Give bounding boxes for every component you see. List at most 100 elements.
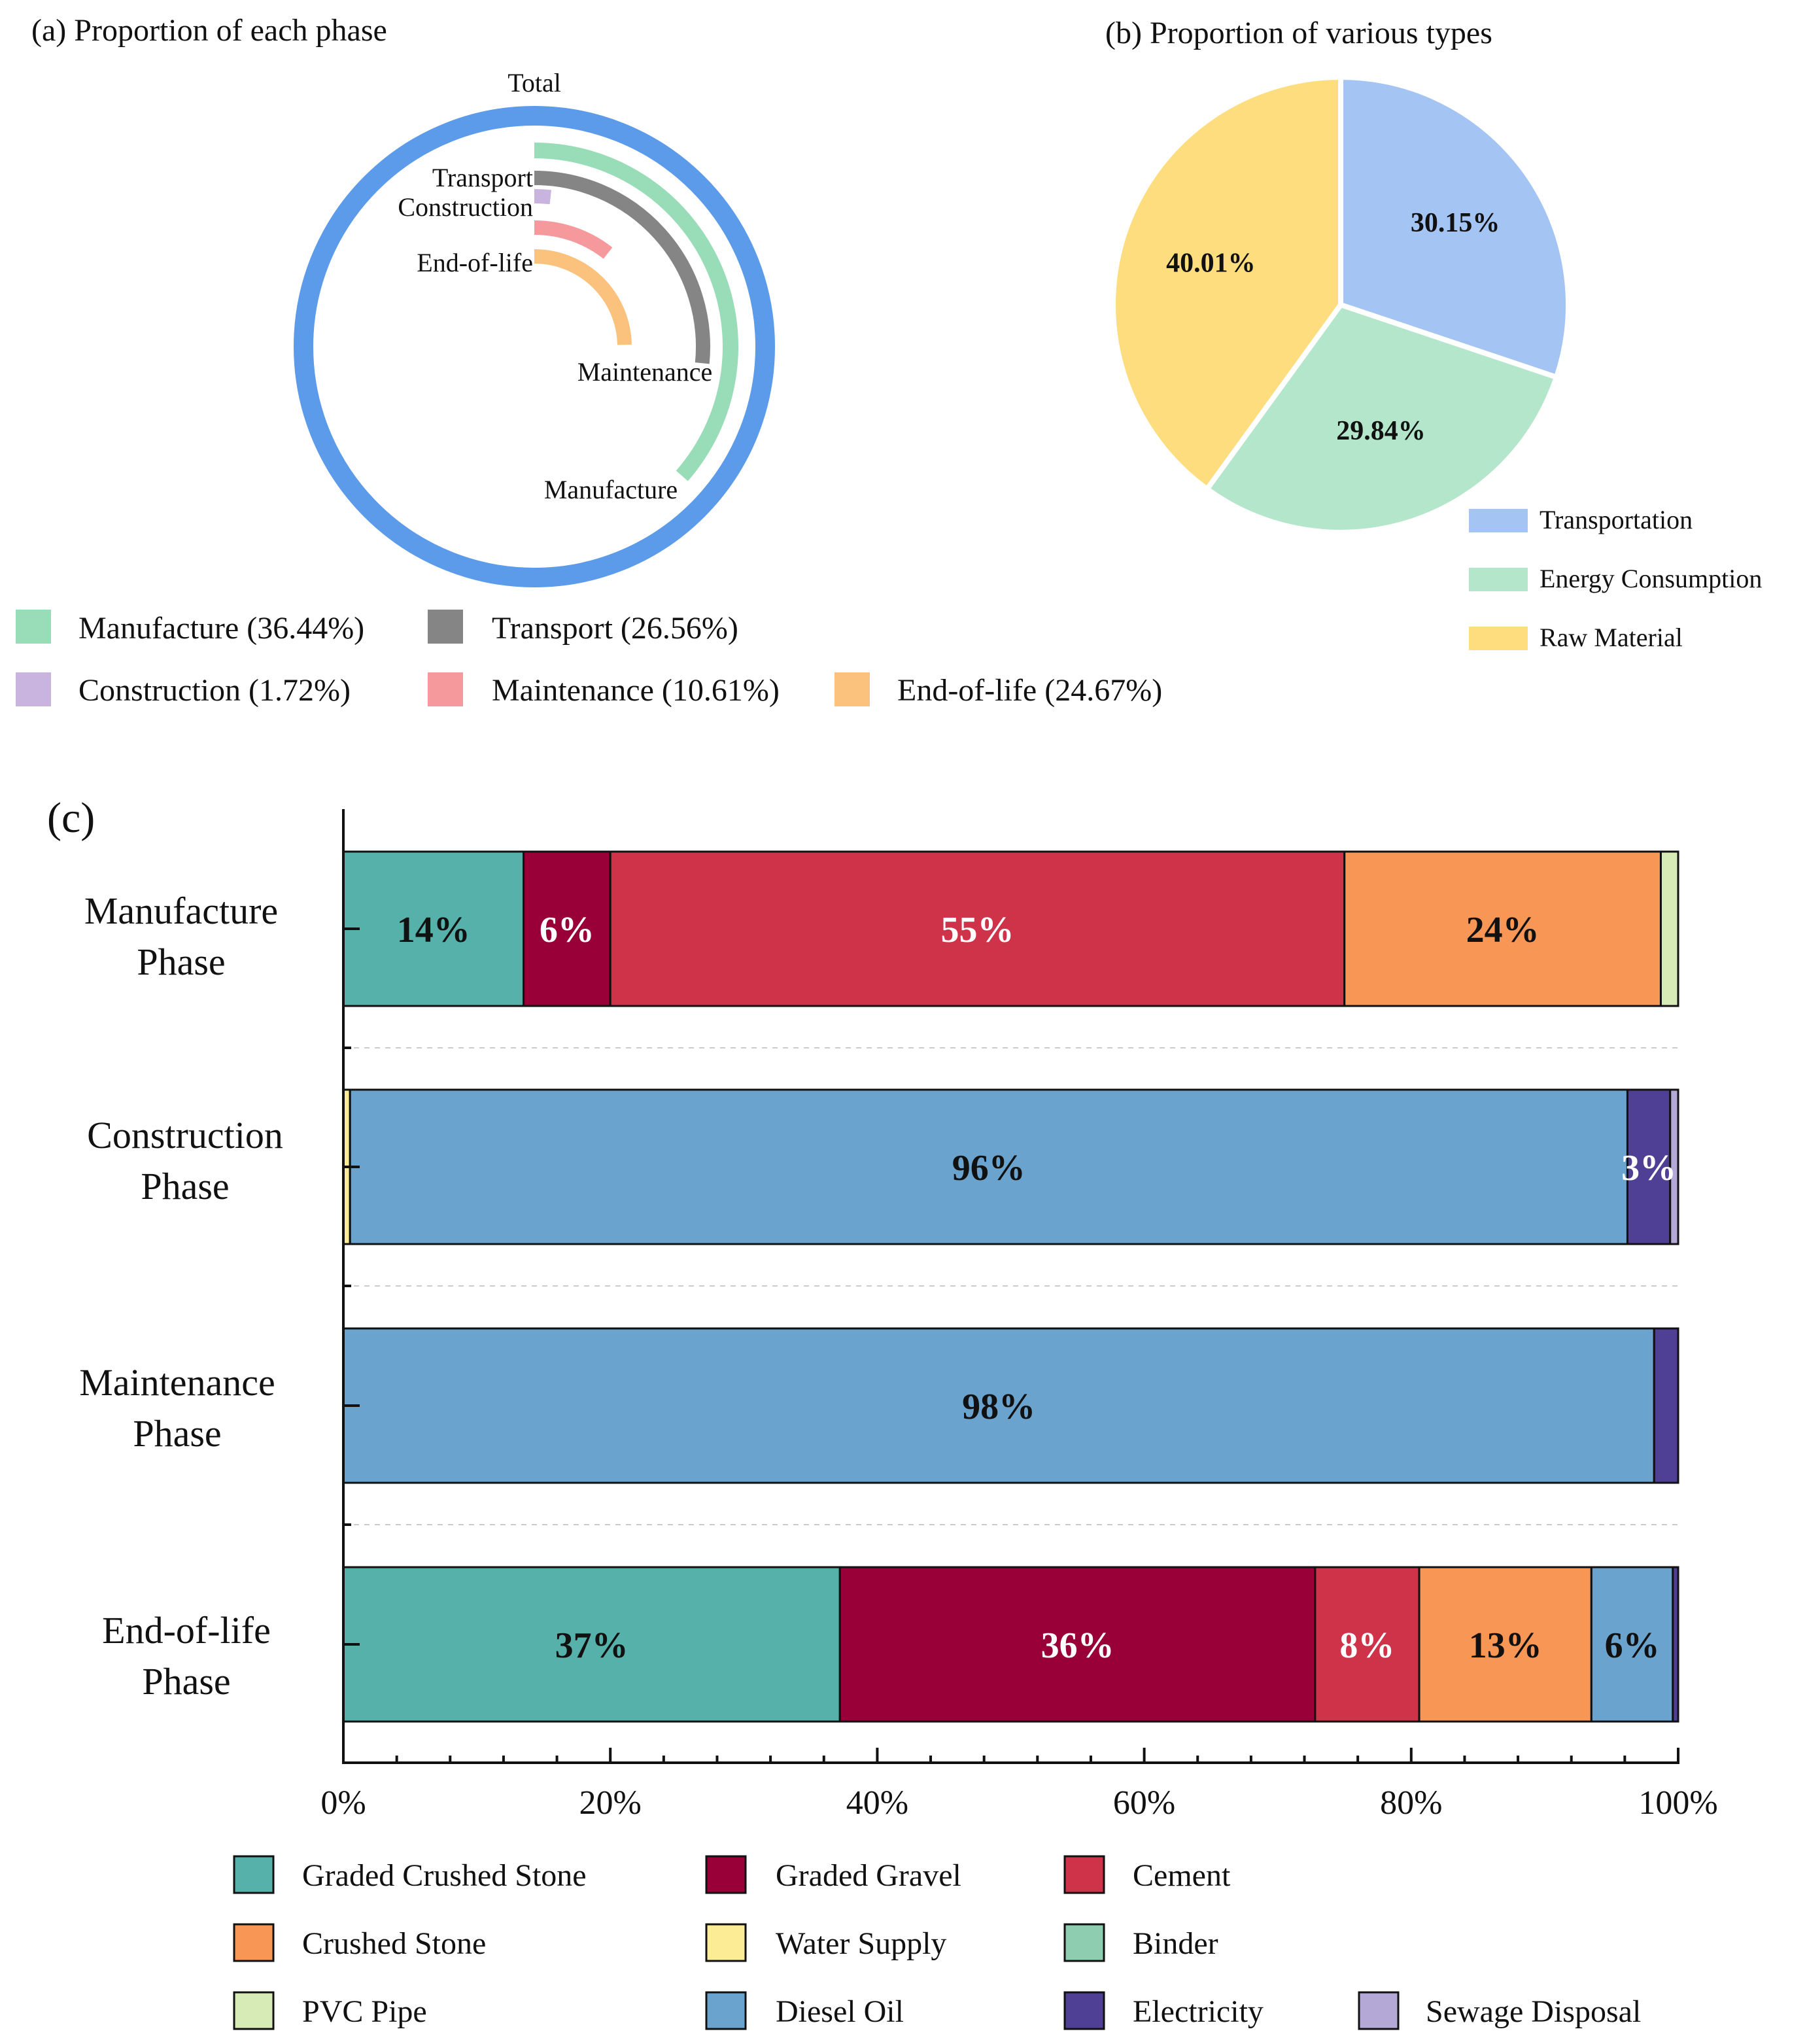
legend-label-transportation: Transportation	[1540, 505, 1693, 534]
arc-transport	[534, 171, 710, 364]
bar-segment-end-of-life-diesel-oil	[1590, 1566, 1674, 1723]
legend-label-energy-consumption: Energy Consumption	[1540, 564, 1762, 593]
x-tick-label: 60%	[1113, 1784, 1175, 1822]
legend-swatch-construction	[16, 672, 51, 706]
category-label-maintenance-phase: Phase	[133, 1412, 221, 1455]
legend-swatch-end-of-life	[835, 672, 870, 706]
total-ring	[294, 106, 775, 587]
total-label: Total	[508, 68, 561, 97]
legend-swatch-diesel-oil	[705, 1991, 747, 2030]
legend-swatch-manufacture	[16, 610, 51, 644]
manufacture-arc-label: Manufacture	[544, 475, 678, 504]
legend-swatch-transportation	[1469, 509, 1528, 532]
panel-a-title: (a) Proportion of each phase	[31, 13, 387, 48]
legend-swatch-pvc-pipe	[233, 1991, 275, 2030]
legend-swatch-graded-crushed-stone	[233, 1855, 275, 1894]
arc-construction	[534, 188, 551, 205]
legend-label-graded-gravel: Graded Gravel	[776, 1858, 961, 1893]
panel-a-legend: Manufacture (36.44%) Transport (26.56%) …	[16, 610, 1162, 708]
legend-label-electricity: Electricity	[1133, 1994, 1264, 2029]
bar-value-label-end-of-life-crushed-stone: 13%	[1469, 1625, 1542, 1666]
bar-value-label-manufacture-crushed-stone: 24%	[1466, 910, 1540, 950]
legend-label-diesel-oil: Diesel Oil	[776, 1994, 904, 2029]
bar-value-label-maintenance-diesel-oil: 98%	[962, 1387, 1035, 1427]
transport-arc-label: Transport	[432, 163, 533, 192]
legend-swatch-raw-material	[1469, 627, 1528, 650]
legend-label-water-supply: Water Supply	[776, 1926, 946, 1961]
pie-slice-raw-material	[1110, 75, 1343, 492]
bar-segment-end-of-life-graded-gravel	[838, 1566, 1317, 1723]
x-tick-label: 20%	[579, 1784, 642, 1822]
bar-value-label-construction-electricity: 3%	[1621, 1148, 1676, 1188]
bar-segment-manufacture-cement	[609, 850, 1346, 1007]
construction-arc-label: Construction	[398, 192, 533, 222]
legend-swatch-maintenance	[428, 672, 463, 706]
bar-segment-manufacture-crushed-stone	[1343, 850, 1662, 1007]
category-label-manufacture: Manufacture	[84, 890, 278, 932]
bar-value-label-end-of-life-graded-gravel: 36%	[1041, 1625, 1114, 1666]
bar-value-label-end-of-life-diesel-oil: 6%	[1605, 1625, 1660, 1666]
legend-swatch-crushed-stone	[233, 1923, 275, 1962]
category-label-end-of-life-phase: Phase	[142, 1660, 230, 1703]
legend-swatch-binder	[1063, 1923, 1105, 1962]
legend-swatch-electricity	[1063, 1991, 1105, 2030]
x-tick-label: 100%	[1638, 1784, 1717, 1822]
x-tick-label: 0%	[320, 1784, 366, 1822]
legend-label-pvc-pipe: PVC Pipe	[302, 1994, 427, 2029]
bar-segment-end-of-life-cement	[1314, 1566, 1420, 1723]
legend-label-sewage-disposal: Sewage Disposal	[1426, 1994, 1641, 2029]
panel-c-legend: Graded Crushed Stone Graded Gravel Cemen…	[233, 1855, 1641, 2030]
pie-label-transportation: 30.15%	[1411, 208, 1500, 238]
bar-segment-construction-diesel-oil	[349, 1088, 1628, 1245]
category-label-construction: Construction	[87, 1114, 283, 1156]
legend-swatch-graded-gravel	[705, 1855, 747, 1894]
bar-segment-construction-electricity	[1626, 1088, 1672, 1245]
end-of-life-arc-label: End-of-life	[417, 248, 533, 277]
arc-end-of-life	[534, 249, 632, 345]
pie-label-energy-consumption: 29.84%	[1336, 416, 1426, 446]
legend-label-manufacture: Manufacture (36.44%)	[78, 611, 364, 646]
legend-swatch-energy-consumption	[1469, 568, 1528, 591]
panel-b-legend: Transportation Energy Consumption Raw Ma…	[1469, 505, 1762, 652]
pie-slice-energy-consumption	[1204, 302, 1559, 535]
maintenance-arc-label: Maintenance	[577, 357, 713, 387]
panel-b-title: (b) Proportion of various types	[1105, 16, 1492, 50]
x-tick-label: 40%	[846, 1784, 908, 1822]
legend-label-binder: Binder	[1133, 1926, 1218, 1961]
legend-label-construction: Construction (1.72%)	[78, 673, 351, 708]
pie-label-raw-material: 40.01%	[1166, 249, 1256, 279]
bar-value-label-construction-diesel-oil: 96%	[952, 1148, 1025, 1188]
bar-segment-end-of-life-graded-crushed-stone	[342, 1566, 841, 1723]
bar-segment-manufacture-pvc-pipe	[1659, 850, 1679, 1007]
panel-c-stacked-bar-chart: (c) 14% 6% 55% 24% 96% 3% 98% 37% 36% 8% 13% 6% 0% 2…	[47, 794, 1718, 2030]
legend-label-maintenance: Maintenance (10.61%)	[492, 673, 780, 708]
panel-a-radial-chart: (a) Proportion of each phase Total Trans…	[16, 13, 1162, 708]
category-label-construction-phase: Phase	[141, 1165, 229, 1207]
panel-b-pie-chart: (b) Proportion of various types 30.15% 2…	[1105, 16, 1762, 652]
bar-value-label-manufacture-graded-crushed-stone: 14%	[397, 910, 470, 950]
bar-segment-construction-sewage-disposal	[1669, 1088, 1679, 1245]
bar-segment-end-of-life-electricity	[1672, 1566, 1679, 1723]
x-tick-label: 80%	[1380, 1784, 1442, 1822]
arc-maintenance	[534, 220, 613, 259]
bar-segment-maintenance-electricity	[1653, 1327, 1679, 1484]
legend-label-crushed-stone: Crushed Stone	[302, 1926, 486, 1961]
arc-manufacture	[534, 143, 738, 481]
bar-segment-maintenance-diesel-oil	[342, 1327, 1655, 1484]
pie-slice-transportation	[1338, 75, 1571, 380]
legend-label-cement: Cement	[1133, 1858, 1231, 1893]
legend-swatch-sewage-disposal	[1358, 1991, 1400, 2030]
bar-segment-end-of-life-crushed-stone	[1418, 1566, 1592, 1723]
legend-swatch-water-supply	[705, 1923, 747, 1962]
legend-swatch-transport	[428, 610, 463, 644]
bar-value-label-end-of-life-cement: 8%	[1339, 1625, 1394, 1666]
legend-label-transport: Transport (26.56%)	[492, 611, 738, 646]
bar-value-label-manufacture-graded-gravel: 6%	[540, 910, 594, 950]
bar-value-label-end-of-life-graded-crushed-stone: 37%	[555, 1625, 628, 1666]
legend-label-end-of-life: End-of-life (24.67%)	[897, 673, 1162, 708]
legend-swatch-cement	[1063, 1855, 1105, 1894]
legend-label-graded-crushed-stone: Graded Crushed Stone	[302, 1858, 587, 1893]
bar-value-label-manufacture-cement: 55%	[941, 910, 1014, 950]
category-label-end-of-life: End-of-life	[102, 1609, 271, 1652]
